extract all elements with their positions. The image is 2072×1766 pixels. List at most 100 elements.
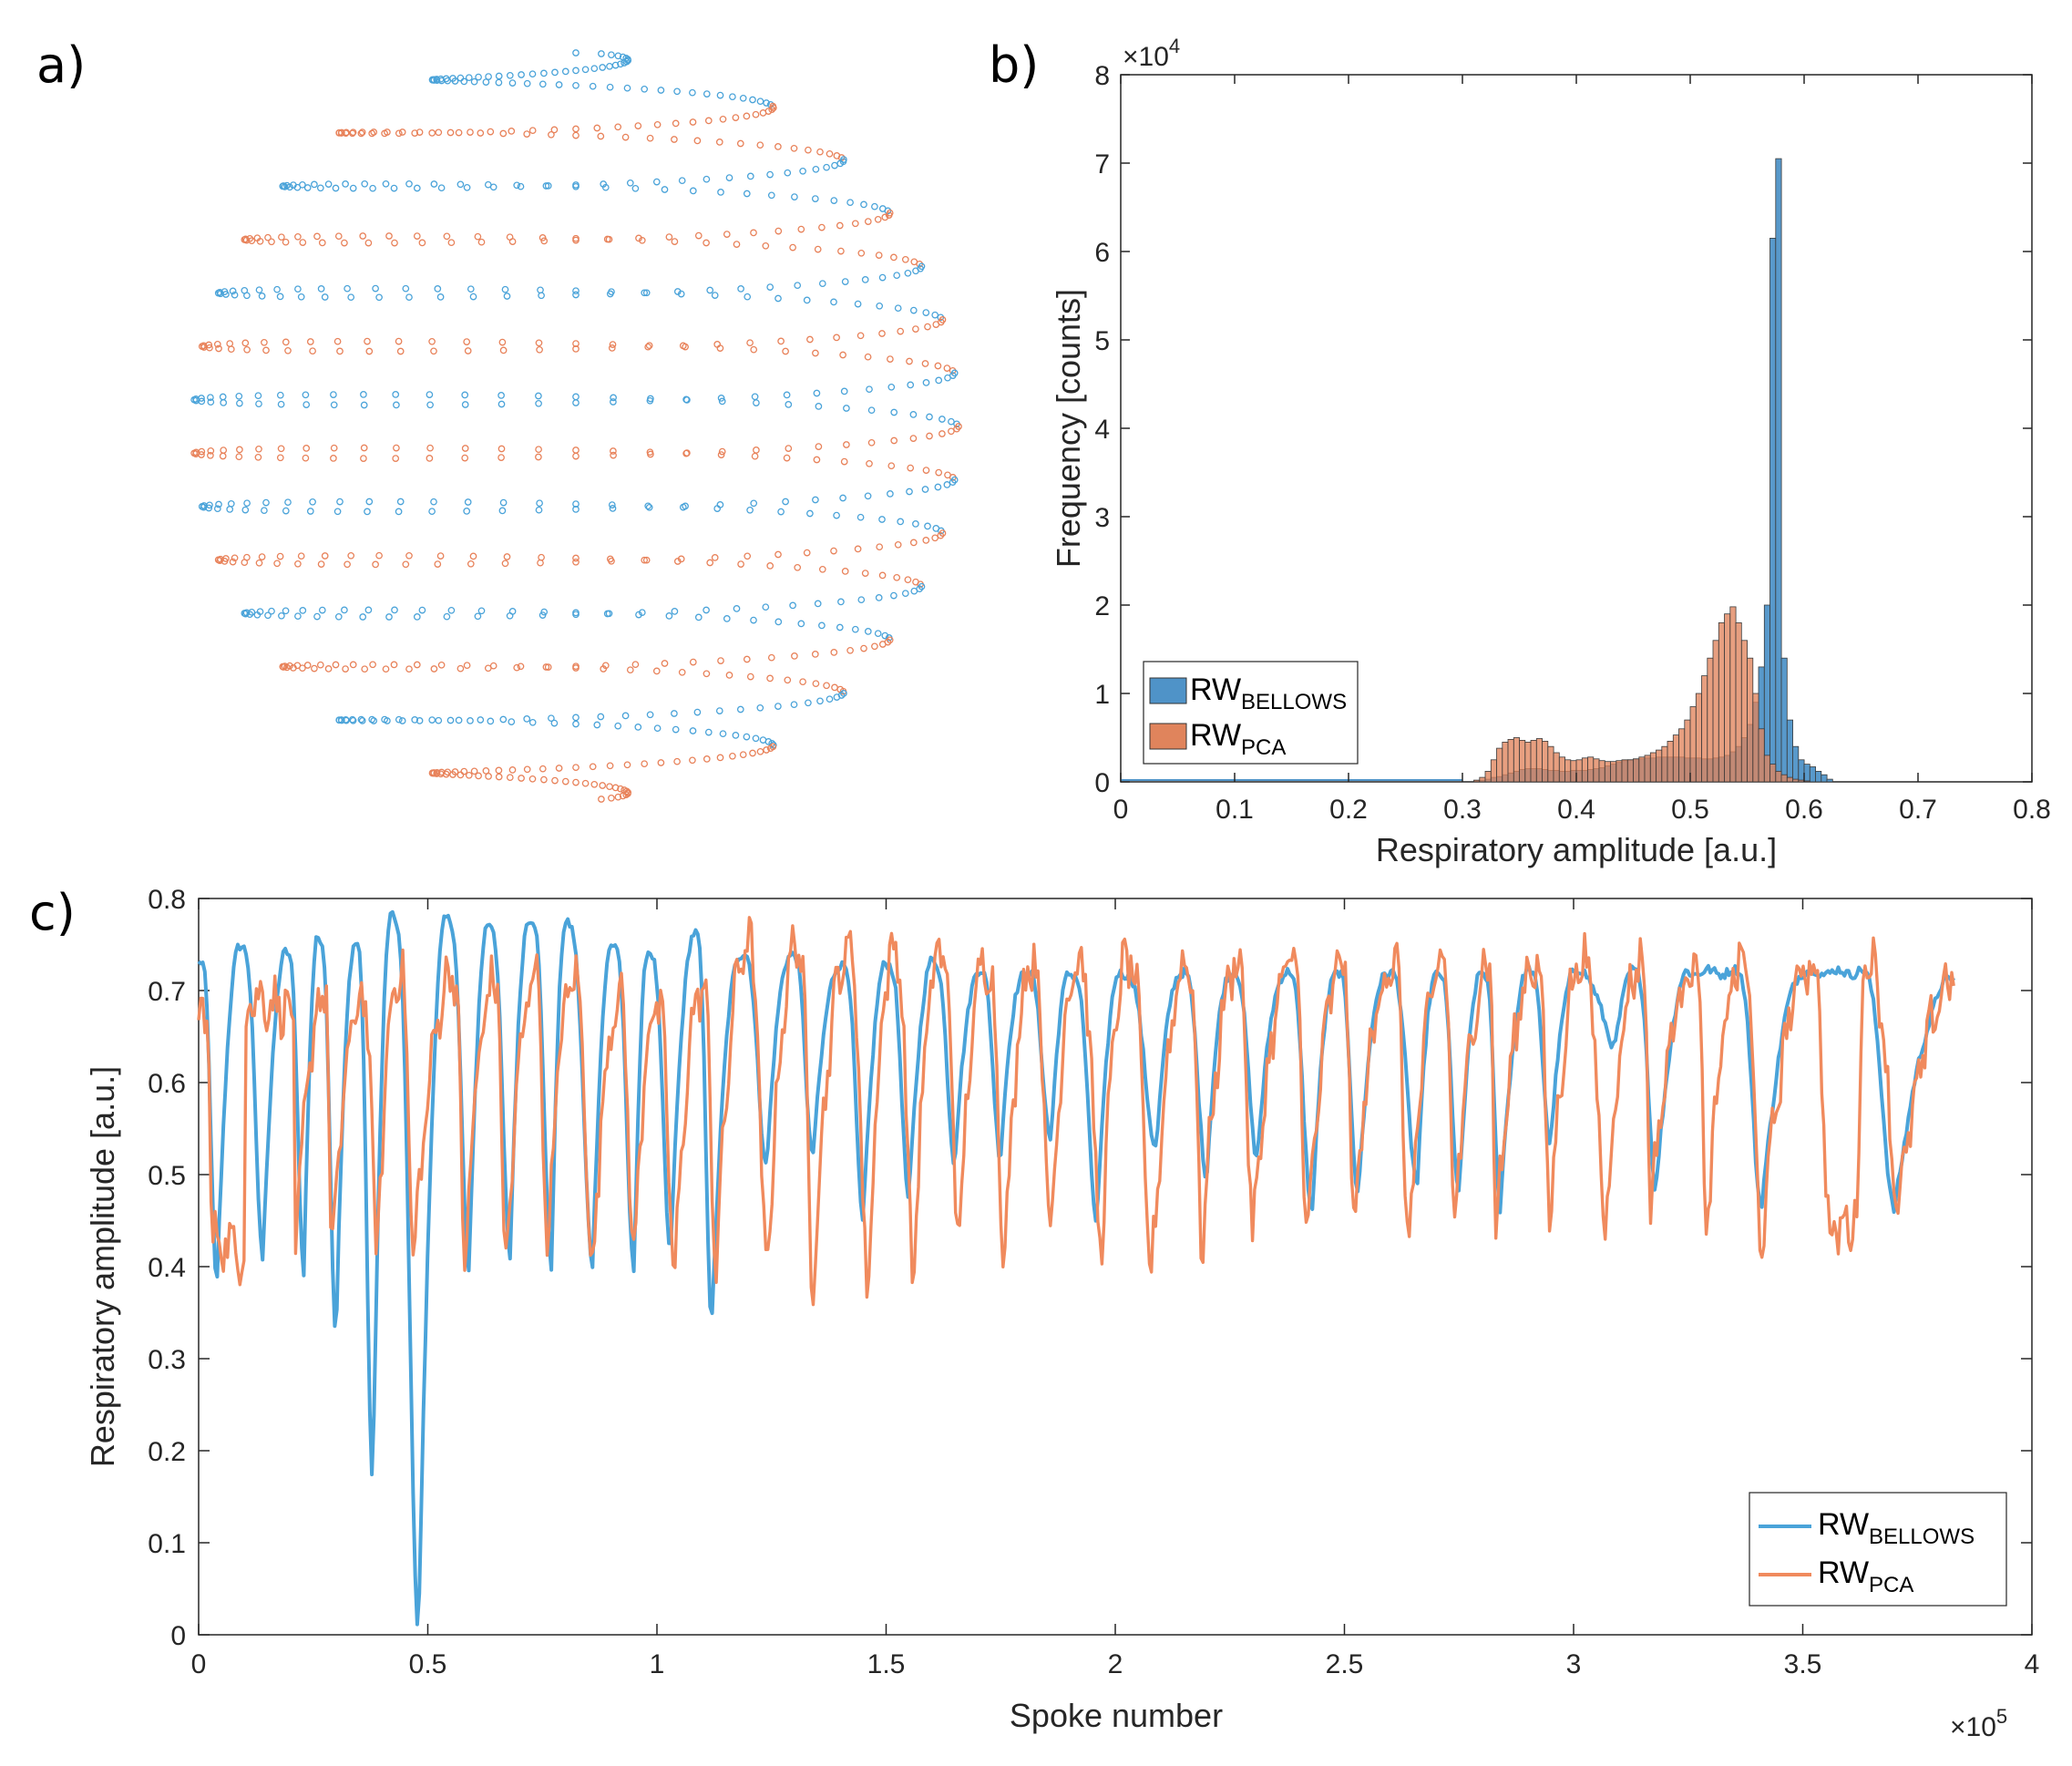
trajectory-point [551, 776, 559, 785]
trajectory-point [456, 771, 465, 779]
y-tick-label: 0.3 [148, 1345, 186, 1375]
trajectory-point [226, 340, 234, 347]
panel-c-legend-bellows: RWBELLOWS [1818, 1507, 1975, 1549]
y-tick-label: 0.1 [148, 1529, 186, 1559]
trajectory-point [857, 596, 866, 604]
trajectory-point [671, 238, 679, 245]
trajectory-point [460, 77, 468, 86]
trajectory-point [293, 662, 302, 670]
trajectory-point [268, 607, 275, 615]
trajectory-point [499, 129, 508, 138]
trajectory-point [358, 128, 366, 136]
trajectory-point [508, 79, 517, 87]
trajectory-point [303, 662, 312, 669]
trajectory-point [273, 560, 281, 568]
trajectory-point [215, 344, 222, 353]
trajectory-point [561, 67, 569, 76]
trajectory-point [418, 606, 426, 614]
trajectory-point [219, 452, 227, 460]
trajectory-point [907, 464, 915, 472]
trajectory-point [860, 200, 867, 209]
trajectory-point [743, 655, 751, 663]
x-tick-label: 4 [2025, 1649, 2040, 1679]
trajectory-point [937, 531, 945, 539]
trajectory-point [365, 498, 374, 506]
trajectory-point [364, 239, 373, 247]
trajectory-point [782, 498, 789, 506]
histogram-bar-pca [1484, 771, 1492, 783]
trajectory-point [762, 603, 770, 611]
trajectory-point [689, 756, 696, 765]
trajectory-point [813, 389, 821, 397]
trajectory-point [535, 506, 543, 514]
trajectory-point [703, 606, 710, 614]
trajectory-point [581, 66, 590, 74]
trajectory-point [276, 293, 284, 301]
trajectory-point [600, 665, 608, 673]
trajectory-point [671, 608, 679, 615]
trajectory-point [497, 392, 505, 399]
trajectory-point [342, 665, 349, 673]
trajectory-point [679, 503, 687, 511]
trajectory-point [744, 552, 752, 560]
trajectory-point [673, 558, 682, 565]
trajectory-point [442, 770, 450, 778]
trajectory-point [359, 232, 367, 240]
trajectory-point [606, 62, 613, 70]
trajectory-point [477, 129, 485, 137]
trajectory-point [303, 184, 312, 191]
trajectory-point [593, 721, 601, 729]
trajectory-point [213, 340, 221, 348]
trajectory-point [623, 84, 631, 92]
trajectory-point [299, 180, 306, 189]
trajectory-point [939, 430, 946, 437]
trajectory-point [513, 663, 521, 672]
trajectory-point [811, 195, 819, 202]
trajectory-point [392, 391, 400, 398]
histogram-bar-pca [1542, 741, 1549, 783]
trajectory-point [593, 124, 601, 132]
histogram-bar-pca [1587, 756, 1595, 783]
legend-swatch-bellows [1149, 677, 1187, 704]
trajectory-point [572, 500, 580, 508]
trajectory-point [369, 661, 376, 669]
trajectory-point [277, 400, 285, 408]
panel-c-xscale: ×105 [1950, 1705, 2007, 1742]
panel-b-ylabel: Frequency [counts] [1050, 289, 1087, 568]
trajectory-point [783, 454, 791, 462]
trajectory-point [540, 69, 548, 77]
trajectory-point [398, 128, 406, 136]
trajectory-point [219, 393, 227, 401]
trajectory-point [540, 608, 549, 616]
trajectory-point [890, 253, 898, 262]
x-tick-label: 3.5 [1784, 1649, 1822, 1679]
trajectory-point [318, 606, 326, 614]
trajectory-point [737, 285, 744, 293]
trajectory-point [799, 678, 806, 686]
trajectory-point [435, 128, 443, 137]
trajectory-point [460, 767, 468, 775]
trajectory-point [342, 715, 350, 724]
trajectory-point [906, 488, 913, 496]
trajectory-point [610, 398, 617, 406]
x-tick-label: 0.2 [1329, 795, 1368, 825]
trajectory-point [349, 184, 357, 192]
y-tick-label: 4 [1094, 415, 1110, 445]
trajectory-point [717, 451, 725, 458]
trajectory-point [405, 180, 413, 188]
trajectory-point [306, 338, 314, 345]
trajectory-point [501, 285, 509, 293]
trajectory-point [876, 543, 884, 551]
trajectory-point [909, 539, 918, 547]
trajectory-point [443, 612, 451, 621]
trajectory-point [924, 522, 931, 530]
trajectory-point [336, 347, 344, 355]
trajectory-point [812, 165, 820, 173]
trajectory-point [405, 551, 413, 560]
trajectory-point [894, 540, 902, 549]
histogram-bar-pca [1479, 776, 1486, 783]
trajectory-point [885, 211, 893, 219]
trajectory-point [456, 74, 465, 82]
trajectory-point [216, 288, 224, 296]
trajectory-point [922, 467, 930, 474]
